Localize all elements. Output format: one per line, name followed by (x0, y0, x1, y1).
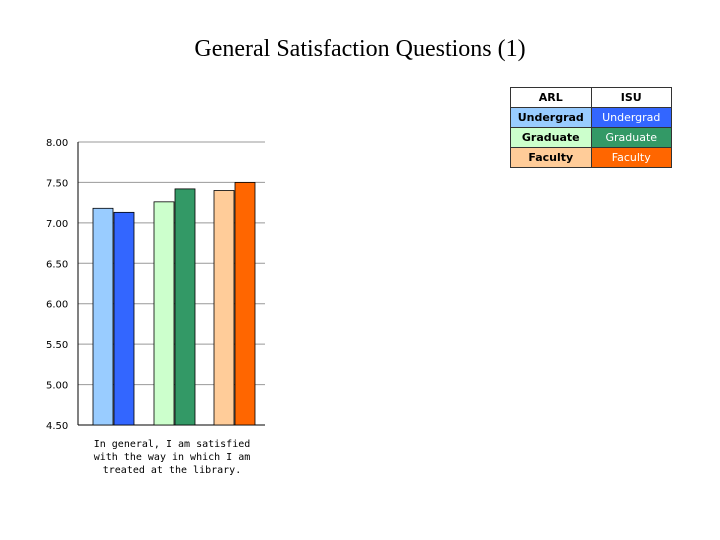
y-tick-label: 5.50 (46, 340, 68, 351)
legend-isu-faculty: Faculty (590, 147, 672, 168)
legend-table: ARL ISU Undergrad Undergrad Graduate Gra… (510, 87, 672, 168)
legend-header-isu: ISU (590, 87, 672, 108)
bar-isu-undergrad (113, 211, 135, 426)
y-tick-label: 7.50 (46, 178, 68, 189)
legend-header-arl: ARL (510, 87, 592, 108)
bar-arl-undergrad (92, 207, 114, 426)
legend-arl-graduate: Graduate (510, 127, 592, 148)
y-tick-label: 5.00 (46, 381, 68, 392)
legend-arl-faculty: Faculty (510, 147, 592, 168)
y-tick-label: 4.50 (46, 421, 68, 432)
legend-isu-graduate: Graduate (590, 127, 672, 148)
bar-isu-graduate (174, 188, 196, 426)
y-tick-label: 8.00 (46, 138, 68, 149)
slide-title: General Satisfaction Questions (1) (194, 36, 526, 62)
legend-arl-undergrad: Undergrad (510, 107, 592, 128)
y-tick-label: 7.00 (46, 219, 68, 230)
bar-isu-faculty (234, 182, 256, 426)
x-category-label: In general, I am satisfied with the way … (93, 439, 251, 476)
bar-arl-graduate (153, 201, 175, 426)
y-tick-label: 6.50 (46, 259, 68, 270)
bar-arl-faculty (213, 190, 235, 426)
legend-isu-undergrad: Undergrad (590, 107, 672, 128)
y-tick-label: 6.00 (46, 300, 68, 311)
